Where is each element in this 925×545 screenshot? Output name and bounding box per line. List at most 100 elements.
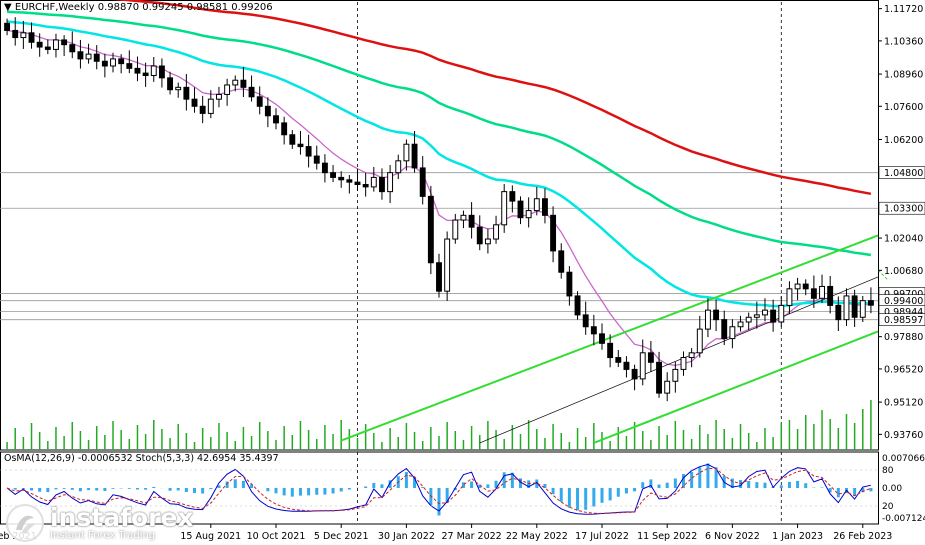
price-tick-label: 1.10360 bbox=[884, 36, 923, 47]
trend-channel-line bbox=[340, 234, 879, 442]
candle-body bbox=[232, 79, 239, 86]
candle-body bbox=[533, 198, 540, 212]
candle-body bbox=[843, 295, 850, 321]
candle-body bbox=[93, 53, 100, 62]
volume-bars bbox=[6, 400, 872, 450]
trend-line bbox=[479, 276, 879, 444]
osma-zero-label: 0.00 bbox=[882, 484, 902, 494]
candle-body bbox=[403, 143, 410, 162]
price-tick-label: 1.06200 bbox=[884, 135, 923, 146]
time-tick-label: 17 Jul 2022 bbox=[575, 531, 629, 542]
candle-body bbox=[509, 191, 516, 202]
price-tick-label: 1.08960 bbox=[884, 70, 923, 81]
candle-body bbox=[142, 72, 149, 76]
candle-body bbox=[313, 155, 320, 164]
stoch-80-label: 80 bbox=[882, 466, 894, 476]
osma-histogram bbox=[13, 463, 873, 516]
time-tick-label: 1 Jan 2023 bbox=[772, 531, 823, 542]
candle-body bbox=[346, 179, 353, 183]
price-tick-label: 0.96520 bbox=[884, 364, 923, 375]
candle-body bbox=[248, 86, 255, 98]
candle-body bbox=[158, 65, 165, 79]
candle-body bbox=[525, 210, 532, 219]
time-tick-label: 10 Oct 2021 bbox=[247, 531, 306, 542]
candle-body bbox=[802, 283, 809, 290]
candle-body bbox=[704, 309, 711, 330]
candle-body bbox=[191, 98, 198, 107]
candle-body bbox=[264, 105, 271, 117]
time-tick-label: 6 Nov 2022 bbox=[705, 531, 760, 542]
time-tick-label: 26 Feb 2023 bbox=[833, 531, 892, 542]
candle-body bbox=[541, 198, 548, 216]
candle-body bbox=[493, 224, 499, 240]
candle-body bbox=[582, 314, 589, 328]
price-level-box bbox=[878, 166, 925, 179]
candle-body bbox=[379, 176, 385, 193]
candle-body bbox=[362, 184, 369, 188]
candle-body bbox=[615, 357, 622, 363]
osma-min-label: -0.0071249 bbox=[882, 514, 925, 524]
candle-body bbox=[762, 309, 768, 316]
candle-body bbox=[460, 214, 467, 221]
candle-body bbox=[639, 352, 646, 380]
candle-body bbox=[338, 176, 345, 181]
candle-body bbox=[737, 321, 744, 328]
candle-body bbox=[69, 44, 76, 53]
ema-slow1-line bbox=[7, 10, 872, 257]
candle-body bbox=[77, 51, 84, 60]
candle-body bbox=[61, 39, 68, 46]
trend-channel-line bbox=[593, 330, 879, 444]
candle-body bbox=[53, 39, 59, 50]
candle-body bbox=[256, 96, 263, 107]
candle-body bbox=[770, 309, 777, 323]
candle-body bbox=[688, 352, 695, 359]
candle-body bbox=[574, 295, 581, 316]
time-tick-label: 27 Mar 2022 bbox=[441, 531, 501, 542]
logo-tagline: Instant Forex Trading bbox=[50, 530, 156, 541]
price-tick-label: 0.98944 bbox=[884, 307, 923, 318]
price-level-box bbox=[878, 313, 925, 327]
candle-body bbox=[36, 41, 43, 48]
candle-body bbox=[753, 314, 760, 318]
logo-emblem-icon bbox=[6, 504, 44, 542]
price-tick-label: 0.98597 bbox=[884, 315, 923, 326]
candle-body bbox=[713, 309, 720, 321]
time-tick-label: 22 May 2022 bbox=[506, 531, 568, 542]
candle-body bbox=[517, 200, 524, 219]
candle-body bbox=[387, 172, 394, 193]
chart-header: ▼ EURCHF,Weekly 0.98870 0.99245 0.98581 … bbox=[4, 2, 273, 13]
candle-body bbox=[85, 53, 92, 60]
candle-body bbox=[305, 146, 312, 157]
candle-body bbox=[20, 32, 27, 39]
symbol-dropdown-icon[interactable]: ▼ bbox=[4, 2, 12, 13]
candle-body bbox=[167, 77, 174, 91]
time-tick-label: 15 Aug 2021 bbox=[180, 531, 241, 542]
ema-fast-line bbox=[6, 29, 871, 367]
candle-body bbox=[444, 238, 451, 292]
candle-body bbox=[778, 304, 785, 323]
candle-body bbox=[4, 22, 11, 31]
candle-body bbox=[476, 226, 483, 245]
candle-body bbox=[12, 29, 19, 39]
stoch-main-line bbox=[6, 463, 872, 515]
price-tick-label: 1.03300 bbox=[884, 204, 923, 215]
candle-body bbox=[427, 195, 434, 264]
symbol-label: EURCHF,Weekly bbox=[14, 2, 95, 13]
price-tick-label: 1.00680 bbox=[884, 266, 923, 277]
candle-body bbox=[452, 219, 459, 240]
candle-body bbox=[207, 98, 214, 114]
candle-body bbox=[183, 86, 190, 100]
trend-extension bbox=[877, 269, 888, 280]
candles bbox=[4, 17, 874, 402]
candle-body bbox=[672, 368, 679, 382]
candle-body bbox=[330, 172, 337, 178]
candle-body bbox=[680, 357, 687, 370]
candle-body bbox=[721, 319, 728, 340]
candle-body bbox=[623, 361, 630, 370]
candle-body bbox=[859, 300, 866, 318]
candle-body bbox=[297, 143, 304, 148]
indicator-pane-frame bbox=[0, 451, 879, 525]
candle-body bbox=[28, 32, 35, 43]
